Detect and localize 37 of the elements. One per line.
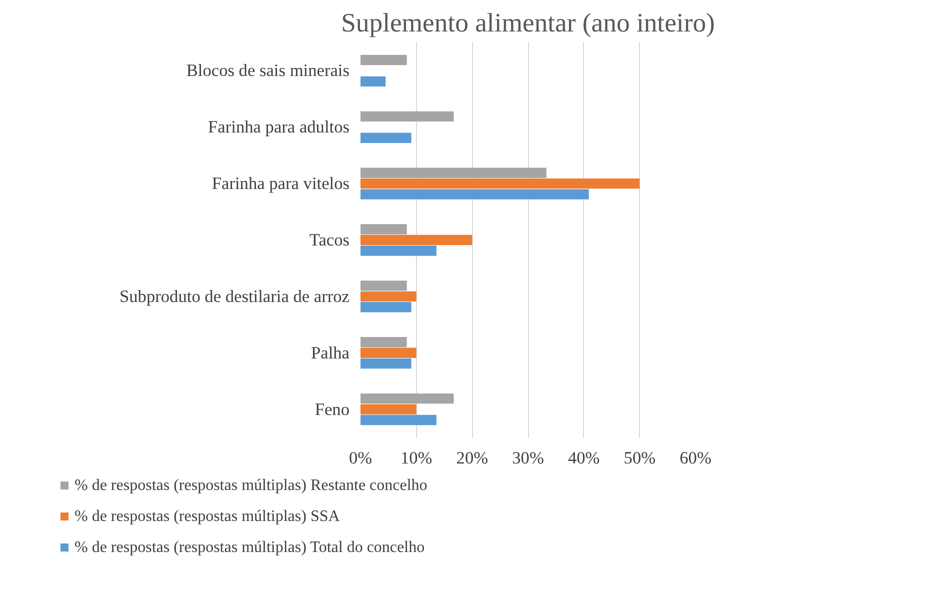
legend-label: % de respostas (respostas múltiplas) SSA [74,508,340,525]
bar [360,224,407,234]
x-tick-label: 20% [456,448,488,468]
bar [360,348,416,358]
bar [360,189,589,200]
bar [360,393,454,404]
x-tick-label: 0% [348,448,372,468]
bar [360,337,407,348]
x-tick-label: 50% [624,448,656,468]
bar [360,302,412,312]
bar [360,414,436,426]
y-tick-label: Farinha para adultos [208,118,350,137]
bar [360,178,640,189]
y-tick-label: Blocos de sais minerais [186,61,350,80]
x-tick-label: 60% [680,448,712,468]
y-tick-label: Feno [314,400,350,419]
y-tick-label: Palha [311,343,350,362]
bar [360,54,407,66]
bar [360,168,546,178]
x-tick-label: 30% [512,448,544,468]
bar [360,291,416,302]
y-tick-label: Subproduto de destilaria de arroz [119,286,350,306]
bar [360,76,386,87]
legend-label: % de respostas (respostas múltiplas) Total do concelho [74,539,425,556]
y-tick-label: Farinha para vitelos [212,174,350,194]
bar [360,111,454,122]
bar [360,358,412,369]
y-tick-label: Tacos [309,230,350,250]
bar [360,132,412,143]
chart-title: Suplemento alimentar (ano inteiro) [341,8,715,38]
bar [360,246,436,256]
x-tick-label: 10% [400,448,432,468]
x-tick-label: 40% [568,448,600,468]
bar [360,280,407,291]
legend-label: % de respostas (respostas múltiplas) Restante concelho [74,477,428,494]
bar [360,234,472,246]
bar [360,404,416,414]
